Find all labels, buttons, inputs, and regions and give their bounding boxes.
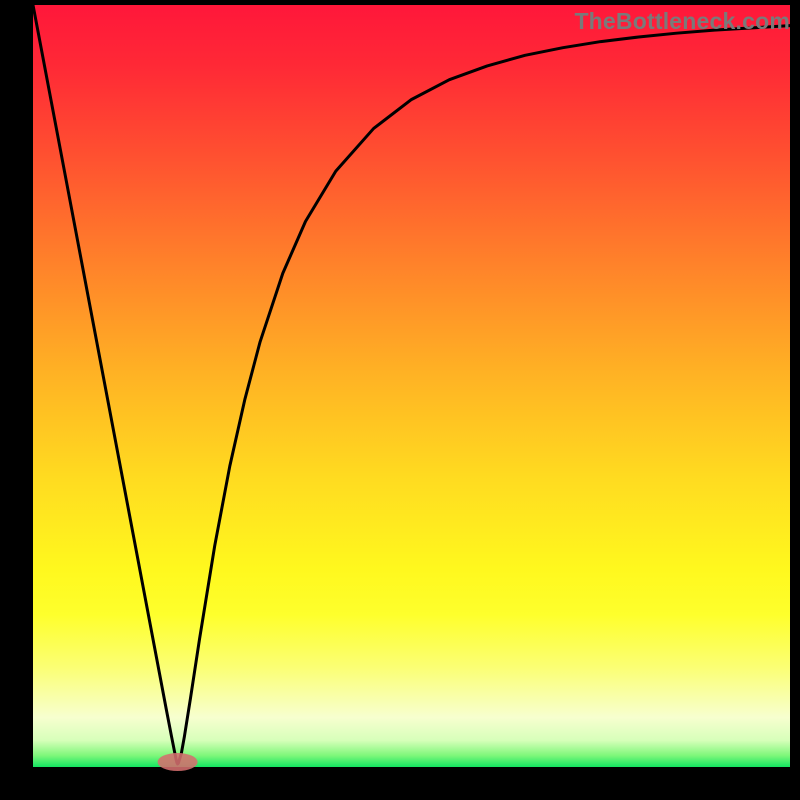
chart-frame: TheBottleneck.com xyxy=(0,0,800,800)
watermark-text: TheBottleneck.com xyxy=(574,8,790,35)
plot-gradient-area xyxy=(33,5,790,767)
bottleneck-curve-chart xyxy=(0,0,800,800)
optimum-marker xyxy=(158,753,198,771)
